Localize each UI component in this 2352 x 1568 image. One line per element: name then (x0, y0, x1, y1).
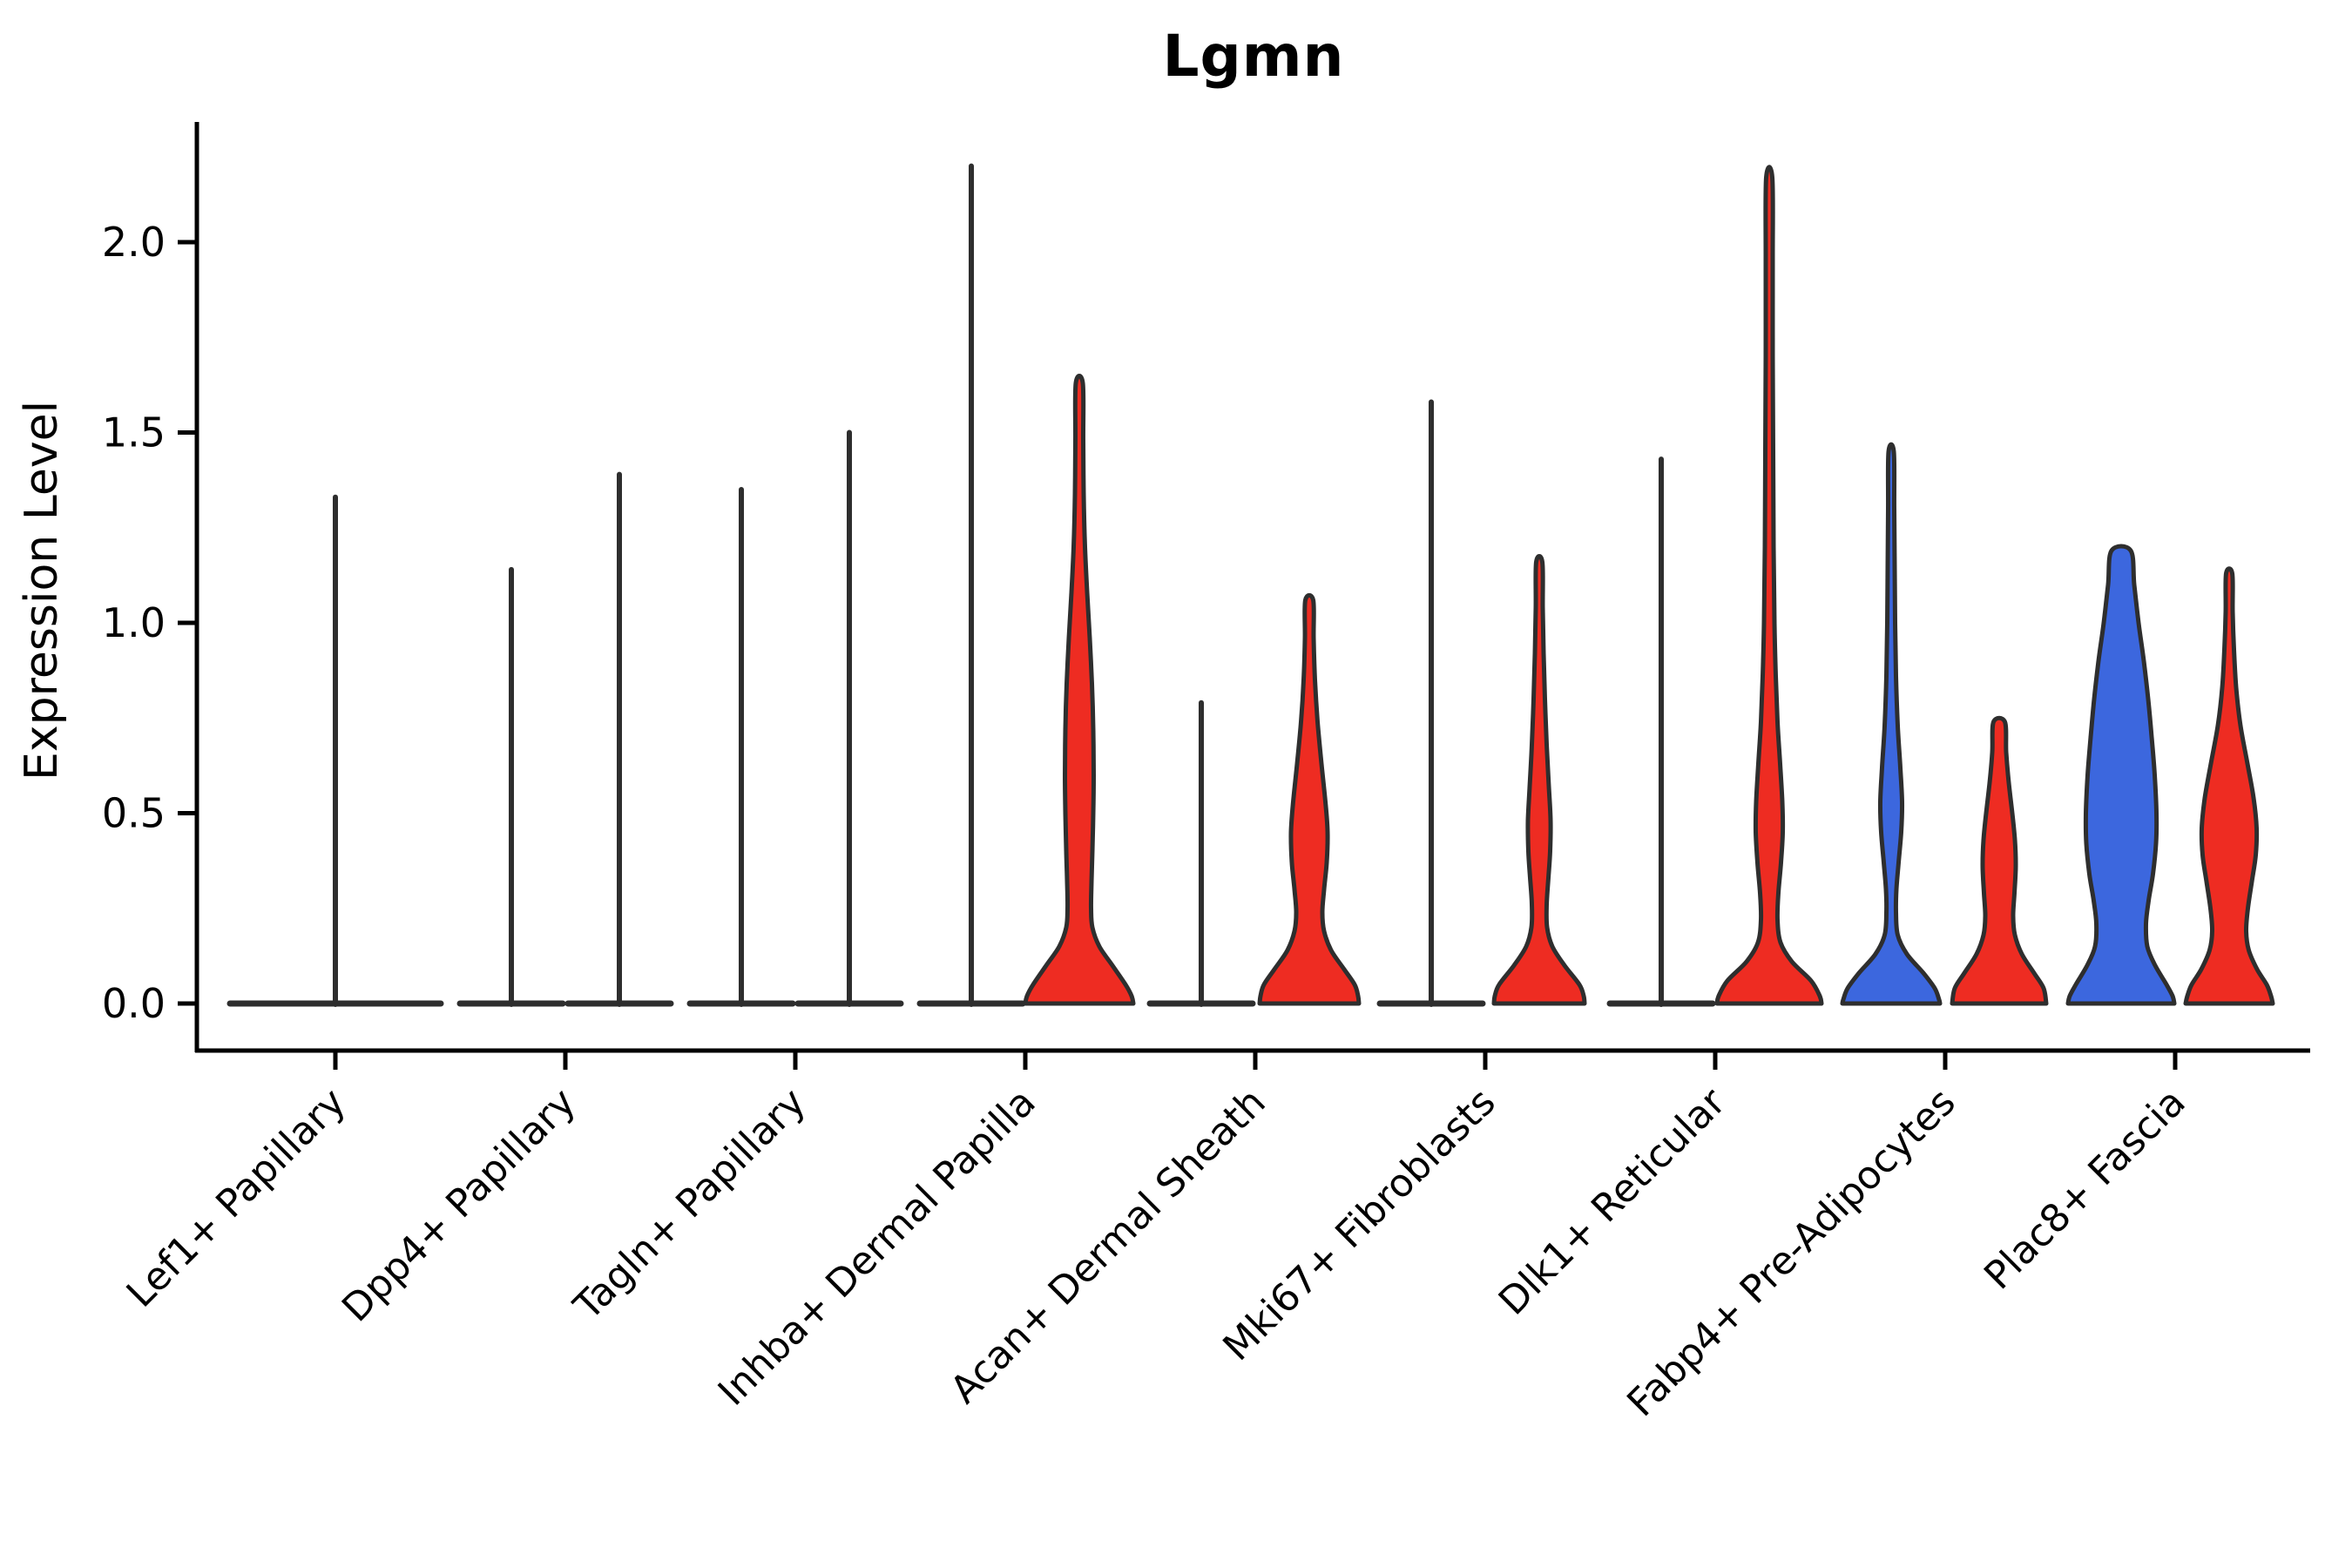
y-tick-label: 0.5 (102, 790, 166, 837)
y-tick-label: 1.0 (102, 599, 166, 646)
y-tick-label: 2.0 (102, 219, 166, 266)
x-category-label: Plac8+ Fascia (1976, 1080, 2194, 1299)
violin-body-3-right (1023, 374, 1136, 1006)
violin-body-8-right (2183, 566, 2275, 1006)
x-category-label: Dpp4+ Papillary (334, 1080, 585, 1331)
x-category-label: Tagln+ Papillary (565, 1080, 814, 1329)
violin-body-6-right (1714, 165, 1824, 1006)
violin-body-7-left (1840, 442, 1943, 1006)
violin-body-4-right (1257, 592, 1362, 1006)
y-tick-label: 1.5 (102, 409, 166, 456)
x-category-label: Dlk1+ Reticular (1490, 1079, 1735, 1324)
plot-title: Lgmn (1162, 23, 1345, 90)
violin-body-8-left (2065, 544, 2177, 1006)
violin-body-7-right (1950, 715, 2049, 1006)
y-tick-label: 0.0 (102, 980, 166, 1027)
x-category-label: Lef1+ Papillary (118, 1080, 355, 1316)
violin-body-5-right (1491, 554, 1587, 1006)
